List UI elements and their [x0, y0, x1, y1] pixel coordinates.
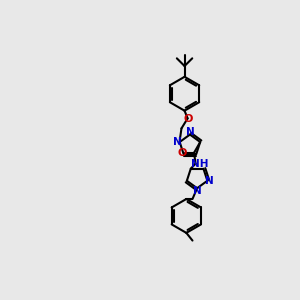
Text: N: N — [186, 127, 194, 137]
Text: N: N — [173, 137, 182, 147]
Text: N: N — [205, 176, 214, 186]
Text: O: O — [184, 114, 193, 124]
Text: N: N — [193, 185, 202, 196]
Text: NH: NH — [191, 159, 209, 169]
Text: O: O — [177, 148, 186, 158]
